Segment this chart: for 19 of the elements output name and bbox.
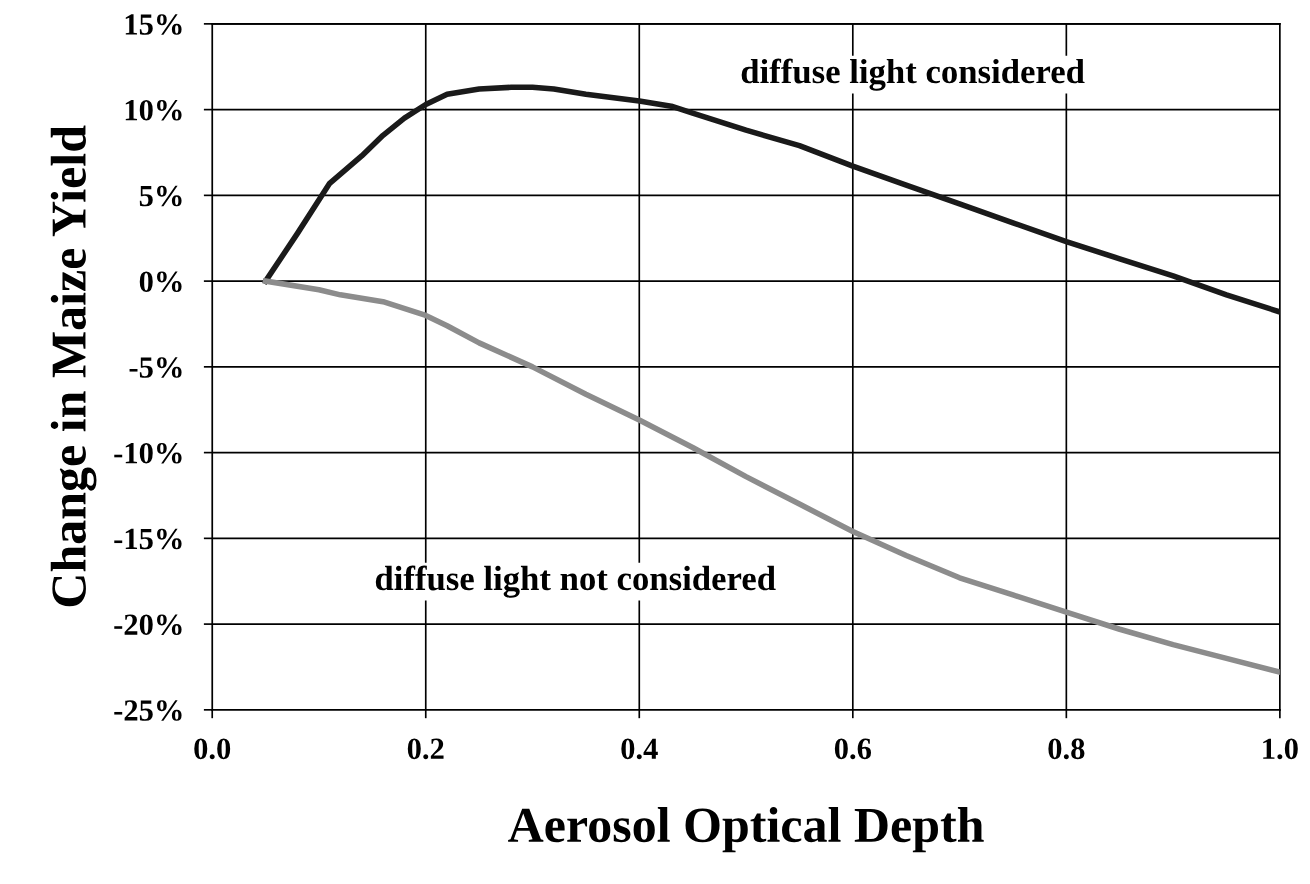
y-tick-label: -25% [114,700,182,721]
x-tick-label: 0.2 [407,738,444,760]
y-tick-label: -20% [114,614,182,636]
y-tick-label: -10% [114,442,182,464]
x-tick-label: 0.8 [1048,738,1085,760]
y-tick-label: 5% [139,185,182,207]
y-tick-label: -5% [129,357,182,378]
series-label: diffuse light considered [741,58,1085,91]
y-axis-title: Change in Maize Yield [50,125,97,607]
series-label: diffuse light not considered [375,565,776,598]
x-tick-label: 1.0 [1263,738,1298,760]
y-tick-label: 15% [125,14,182,35]
x-tick-label: 0.6 [834,738,872,760]
y-tick-label: 10% [125,99,182,121]
x-axis-title: Aerosol Optical Depth [508,807,984,853]
y-tick-label: 0% [139,271,182,293]
x-tick-label: 0.4 [621,738,658,760]
x-tick-label: 0.0 [194,738,231,760]
y-tick-label: -15% [114,528,182,550]
